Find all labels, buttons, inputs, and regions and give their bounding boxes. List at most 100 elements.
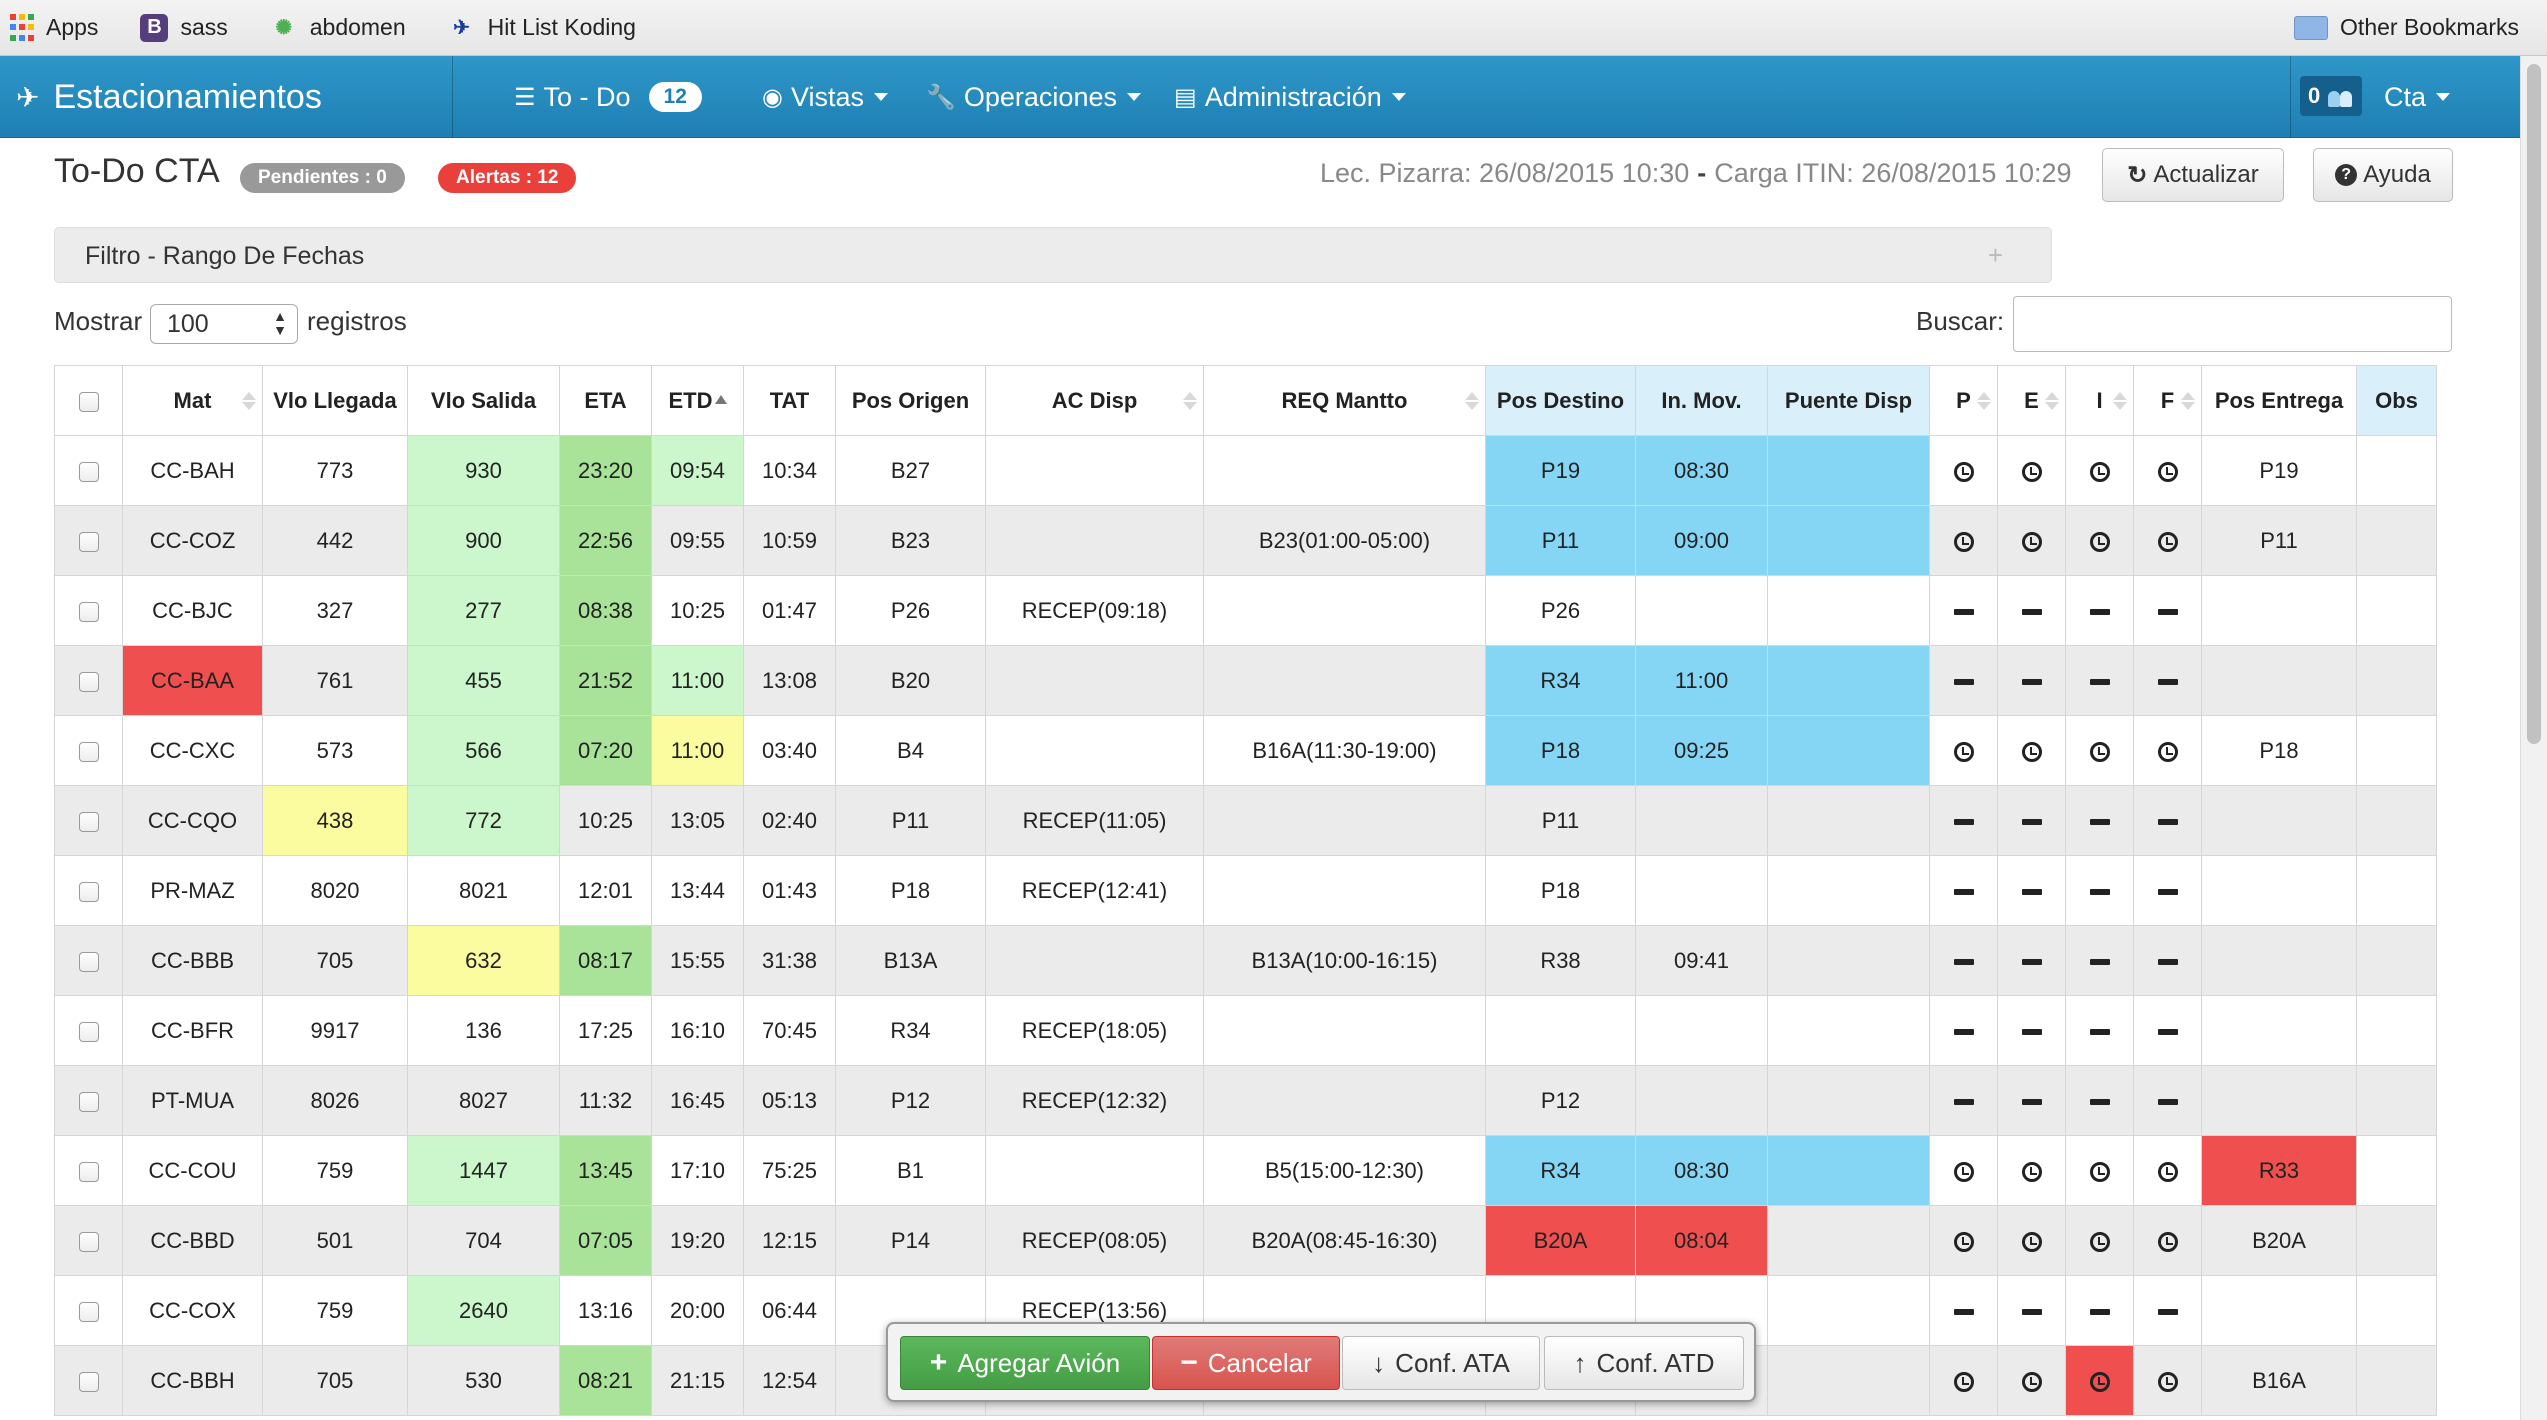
cell-status-i[interactable]: [2065, 505, 2134, 576]
cell-status-e[interactable]: [1997, 1065, 2066, 1136]
row-checkbox[interactable]: [78, 951, 99, 972]
cell-status-f[interactable]: [2133, 785, 2202, 856]
cell-status-p[interactable]: [1929, 505, 1998, 576]
cell-status-f[interactable]: [2133, 645, 2202, 716]
cell-status-i[interactable]: [2065, 925, 2134, 996]
row-checkbox-cell[interactable]: [54, 575, 123, 646]
nav-operaciones[interactable]: 🔧 Operaciones: [926, 56, 1141, 138]
row-checkbox-cell[interactable]: [54, 995, 123, 1066]
table-row[interactable]: PR-MAZ 8020 8021 12:01 13:44 01:43 P18 RECEP(12…: [54, 855, 2437, 926]
cell-status-i[interactable]: [2065, 1275, 2134, 1346]
col-tat[interactable]: TAT: [743, 365, 836, 436]
row-checkbox-cell[interactable]: [54, 435, 123, 506]
cell-status-i[interactable]: [2065, 995, 2134, 1066]
col-ac-disp[interactable]: AC Disp: [985, 365, 1204, 436]
row-checkbox[interactable]: [78, 671, 99, 692]
brand[interactable]: ✈ Estacionamientos: [16, 56, 322, 138]
row-checkbox-cell[interactable]: [54, 855, 123, 926]
col-eta[interactable]: ETA: [559, 365, 652, 436]
cell-status-e[interactable]: [1997, 1205, 2066, 1276]
select-all-checkbox-cell[interactable]: [54, 365, 123, 436]
cell-status-f[interactable]: [2133, 1065, 2202, 1136]
cell-status-e[interactable]: [1997, 925, 2066, 996]
row-checkbox-cell[interactable]: [54, 925, 123, 996]
cell-status-i[interactable]: [2065, 1345, 2134, 1416]
confirm-ata-button[interactable]: ↓ Conf. ATA: [1342, 1336, 1540, 1390]
cell-status-f[interactable]: [2133, 1135, 2202, 1206]
col-pos-destino[interactable]: Pos Destino: [1485, 365, 1636, 436]
cell-status-e[interactable]: [1997, 505, 2066, 576]
scrollbar-thumb[interactable]: [2527, 64, 2541, 744]
nav-vistas[interactable]: ◉ Vistas: [762, 56, 888, 138]
col-p[interactable]: P: [1929, 365, 1998, 436]
cell-status-i[interactable]: [2065, 645, 2134, 716]
cell-status-f[interactable]: [2133, 995, 2202, 1066]
cell-status-i[interactable]: [2065, 435, 2134, 506]
table-row[interactable]: CC-CQO 438 772 10:25 13:05 02:40 P11 RECEP(11:0…: [54, 785, 2437, 856]
cell-status-e[interactable]: [1997, 855, 2066, 926]
col-f[interactable]: F: [2133, 365, 2202, 436]
col-e[interactable]: E: [1997, 365, 2066, 436]
cell-status-f[interactable]: [2133, 505, 2202, 576]
row-checkbox-cell[interactable]: [54, 505, 123, 576]
cell-status-f[interactable]: [2133, 435, 2202, 506]
cell-status-e[interactable]: [1997, 435, 2066, 506]
cell-status-p[interactable]: [1929, 995, 1998, 1066]
col-etd[interactable]: ETD: [651, 365, 744, 436]
cell-status-i[interactable]: [2065, 575, 2134, 646]
col-pos-origen[interactable]: Pos Origen: [835, 365, 986, 436]
table-row[interactable]: CC-BFR 9917 136 17:25 16:10 70:45 R34 RECEP(18:…: [54, 995, 2437, 1066]
cell-status-e[interactable]: [1997, 1135, 2066, 1206]
select-all-checkbox[interactable]: [78, 391, 99, 412]
col-in-mov[interactable]: In. Mov.: [1635, 365, 1768, 436]
cell-status-f[interactable]: [2133, 1345, 2202, 1416]
table-row[interactable]: CC-BAH 773 930 23:20 09:54 10:34 B27 P19 08:30 P1…: [54, 435, 2437, 506]
row-checkbox[interactable]: [78, 811, 99, 832]
table-row[interactable]: CC-CXC 573 566 07:20 11:00 03:40 B4 B16A(11:30-…: [54, 715, 2437, 786]
row-checkbox-cell[interactable]: [54, 1135, 123, 1206]
bookmark-abdomen[interactable]: ✺ abdomen: [270, 14, 405, 42]
cell-status-i[interactable]: [2065, 1205, 2134, 1276]
table-row[interactable]: CC-BAA 761 455 21:52 11:00 13:08 B20 R34 11:00: [54, 645, 2437, 716]
col-puente-disp[interactable]: Puente Disp: [1767, 365, 1930, 436]
col-mat[interactable]: Mat: [122, 365, 263, 436]
cancel-button[interactable]: − Cancelar: [1152, 1336, 1340, 1390]
table-row[interactable]: CC-COZ 442 900 22:56 09:55 10:59 B23 B23(01:00-…: [54, 505, 2437, 576]
col-vlo-llegada[interactable]: Vlo Llegada: [262, 365, 408, 436]
cell-status-f[interactable]: [2133, 715, 2202, 786]
table-row[interactable]: CC-BBB 705 632 08:17 15:55 31:38 B13A B13A(10:0…: [54, 925, 2437, 996]
col-vlo-salida[interactable]: Vlo Salida: [407, 365, 560, 436]
row-checkbox[interactable]: [78, 1301, 99, 1322]
col-i[interactable]: I: [2065, 365, 2134, 436]
table-row[interactable]: CC-COU 759 1447 13:45 17:10 75:25 B1 B5(15:00-1…: [54, 1135, 2437, 1206]
refresh-button[interactable]: ↻ Actualizar: [2102, 148, 2284, 202]
cell-status-e[interactable]: [1997, 785, 2066, 856]
page-scrollbar[interactable]: [2520, 56, 2547, 1420]
cell-status-p[interactable]: [1929, 1275, 1998, 1346]
cell-status-f[interactable]: [2133, 1205, 2202, 1276]
search-input[interactable]: [2013, 296, 2452, 352]
cell-status-f[interactable]: [2133, 575, 2202, 646]
bookmark-hit-list-koding[interactable]: ✈ Hit List Koding: [448, 14, 636, 42]
alerts-badge[interactable]: Alertas : 12: [438, 163, 577, 193]
row-checkbox[interactable]: [78, 531, 99, 552]
row-checkbox[interactable]: [78, 741, 99, 762]
row-checkbox-cell[interactable]: [54, 785, 123, 856]
cell-status-e[interactable]: [1997, 645, 2066, 716]
help-button[interactable]: ? Ayuda: [2313, 148, 2453, 202]
table-row[interactable]: PT-MUA 8026 8027 11:32 16:45 05:13 P12 RECEP(12…: [54, 1065, 2437, 1136]
row-checkbox-cell[interactable]: [54, 1065, 123, 1136]
cell-status-f[interactable]: [2133, 1275, 2202, 1346]
users-online-indicator[interactable]: 0: [2300, 76, 2362, 116]
page-length-select[interactable]: 100 ▲ ▼: [150, 304, 298, 344]
cell-status-p[interactable]: [1929, 925, 1998, 996]
row-checkbox-cell[interactable]: [54, 645, 123, 716]
confirm-atd-button[interactable]: ↑ Conf. ATD: [1544, 1336, 1744, 1390]
bookmark-sass[interactable]: B sass: [140, 13, 228, 42]
row-checkbox[interactable]: [78, 1021, 99, 1042]
nav-todo[interactable]: ☰ To - Do 12: [514, 56, 702, 138]
cell-status-e[interactable]: [1997, 1275, 2066, 1346]
cell-status-f[interactable]: [2133, 855, 2202, 926]
cell-status-p[interactable]: [1929, 1205, 1998, 1276]
filter-panel[interactable]: Filtro - Rango De Fechas +: [54, 227, 2052, 283]
